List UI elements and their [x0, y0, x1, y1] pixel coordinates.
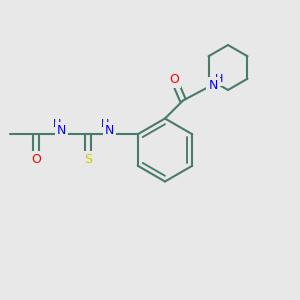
Text: N: N — [104, 124, 114, 137]
Text: N: N — [56, 124, 66, 137]
Text: S: S — [84, 153, 92, 166]
Text: H: H — [215, 74, 223, 85]
Text: O: O — [169, 73, 179, 86]
Text: O: O — [31, 153, 41, 166]
Text: N: N — [208, 79, 218, 92]
Text: H: H — [100, 119, 109, 129]
Text: H: H — [52, 119, 61, 129]
